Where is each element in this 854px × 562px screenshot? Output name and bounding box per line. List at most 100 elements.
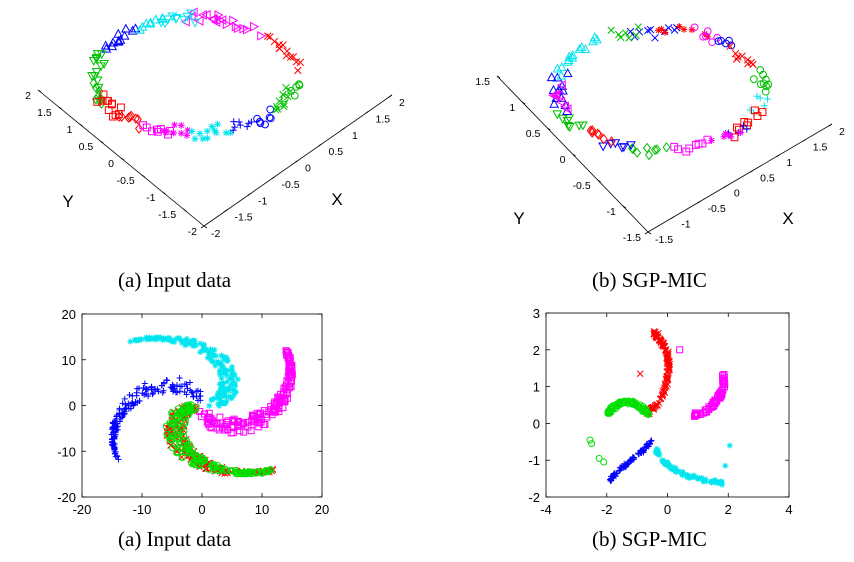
x-tick-label: 0	[198, 502, 205, 517]
data-point	[648, 437, 655, 444]
data-point	[215, 393, 222, 400]
data-point	[285, 384, 293, 392]
x-tick-label: -0.5	[708, 203, 726, 215]
data-point	[562, 116, 573, 126]
data-point	[204, 354, 211, 361]
data-point	[214, 120, 222, 128]
data-point	[111, 420, 118, 427]
data-point	[192, 342, 199, 349]
data-point	[645, 443, 652, 450]
data-point	[692, 410, 700, 418]
data-point	[157, 12, 168, 22]
data-point	[731, 49, 740, 58]
data-point	[556, 62, 567, 72]
x-tick-label: -2	[211, 228, 220, 240]
y-tick	[141, 174, 145, 178]
data-point	[171, 338, 178, 345]
data-point	[236, 427, 244, 435]
x-tick-label: 2	[839, 126, 845, 138]
data-point	[104, 96, 112, 105]
data-point	[552, 72, 563, 82]
data-point	[702, 32, 710, 41]
data-point	[167, 12, 178, 22]
data-point	[764, 95, 771, 103]
data-point	[734, 53, 742, 61]
y-tick	[58, 106, 62, 110]
x-tick-label: 0	[734, 188, 740, 200]
data-point	[205, 349, 212, 356]
data-point	[263, 410, 271, 418]
data-point	[567, 49, 578, 59]
data-point	[100, 40, 111, 50]
data-point	[182, 447, 190, 455]
data-point	[764, 80, 773, 89]
x-tick-label: -10	[133, 502, 152, 517]
data-point	[661, 29, 669, 36]
data-point	[177, 121, 185, 129]
data-point	[177, 411, 185, 419]
data-point	[720, 379, 728, 387]
data-point	[221, 367, 228, 374]
data-point	[266, 114, 275, 123]
data-point	[607, 136, 616, 147]
data-point	[93, 97, 102, 106]
data-point	[173, 427, 181, 435]
data-point	[760, 102, 768, 110]
data-point	[750, 106, 759, 115]
data-point	[288, 372, 296, 380]
data-point	[559, 101, 570, 112]
x-tick-label: 0.5	[760, 172, 775, 184]
y-tick-label: 0	[533, 416, 540, 431]
data-point	[634, 23, 643, 31]
y-tick-label: -1	[606, 206, 615, 218]
data-point	[129, 392, 136, 399]
data-point	[186, 9, 196, 19]
data-point	[228, 467, 236, 475]
data-point	[116, 406, 123, 413]
data-point	[277, 390, 285, 398]
data-point	[633, 147, 642, 158]
data-point	[96, 62, 106, 72]
y-tick	[647, 231, 652, 235]
data-point	[190, 393, 197, 400]
data-point	[113, 36, 124, 46]
data-point	[235, 118, 243, 126]
x-tick	[828, 123, 833, 127]
data-point	[174, 389, 181, 396]
data-point	[652, 144, 662, 155]
data-point	[99, 59, 110, 70]
data-point	[211, 127, 219, 135]
y-tick-label: 0.5	[526, 128, 541, 140]
data-point	[188, 128, 196, 135]
data-point	[178, 337, 185, 344]
y-tick-label: 10	[62, 353, 76, 368]
data-point	[182, 337, 189, 344]
data-point	[141, 380, 148, 387]
data-point	[143, 334, 150, 341]
data-point	[206, 402, 213, 409]
data-point	[630, 456, 637, 463]
data-point	[625, 34, 633, 42]
data-point	[215, 358, 222, 365]
x-tick-label: -0.5	[282, 179, 300, 191]
data-point	[191, 135, 199, 143]
data-point	[190, 456, 198, 464]
data-point	[670, 26, 679, 34]
data-point	[126, 392, 133, 399]
data-point	[258, 469, 266, 477]
data-point	[556, 80, 566, 90]
data-point	[200, 341, 207, 348]
data-point	[183, 341, 190, 348]
data-point	[674, 145, 682, 154]
data-point	[659, 341, 667, 349]
data-point	[627, 458, 634, 465]
data-point	[715, 479, 722, 486]
data-point	[117, 415, 124, 422]
y-tick-label: 1	[533, 380, 540, 395]
data-point	[709, 402, 717, 410]
data-point	[178, 453, 186, 461]
data-point	[141, 18, 152, 28]
data-point	[557, 80, 568, 90]
data-point	[632, 31, 640, 40]
data-point	[231, 123, 239, 131]
